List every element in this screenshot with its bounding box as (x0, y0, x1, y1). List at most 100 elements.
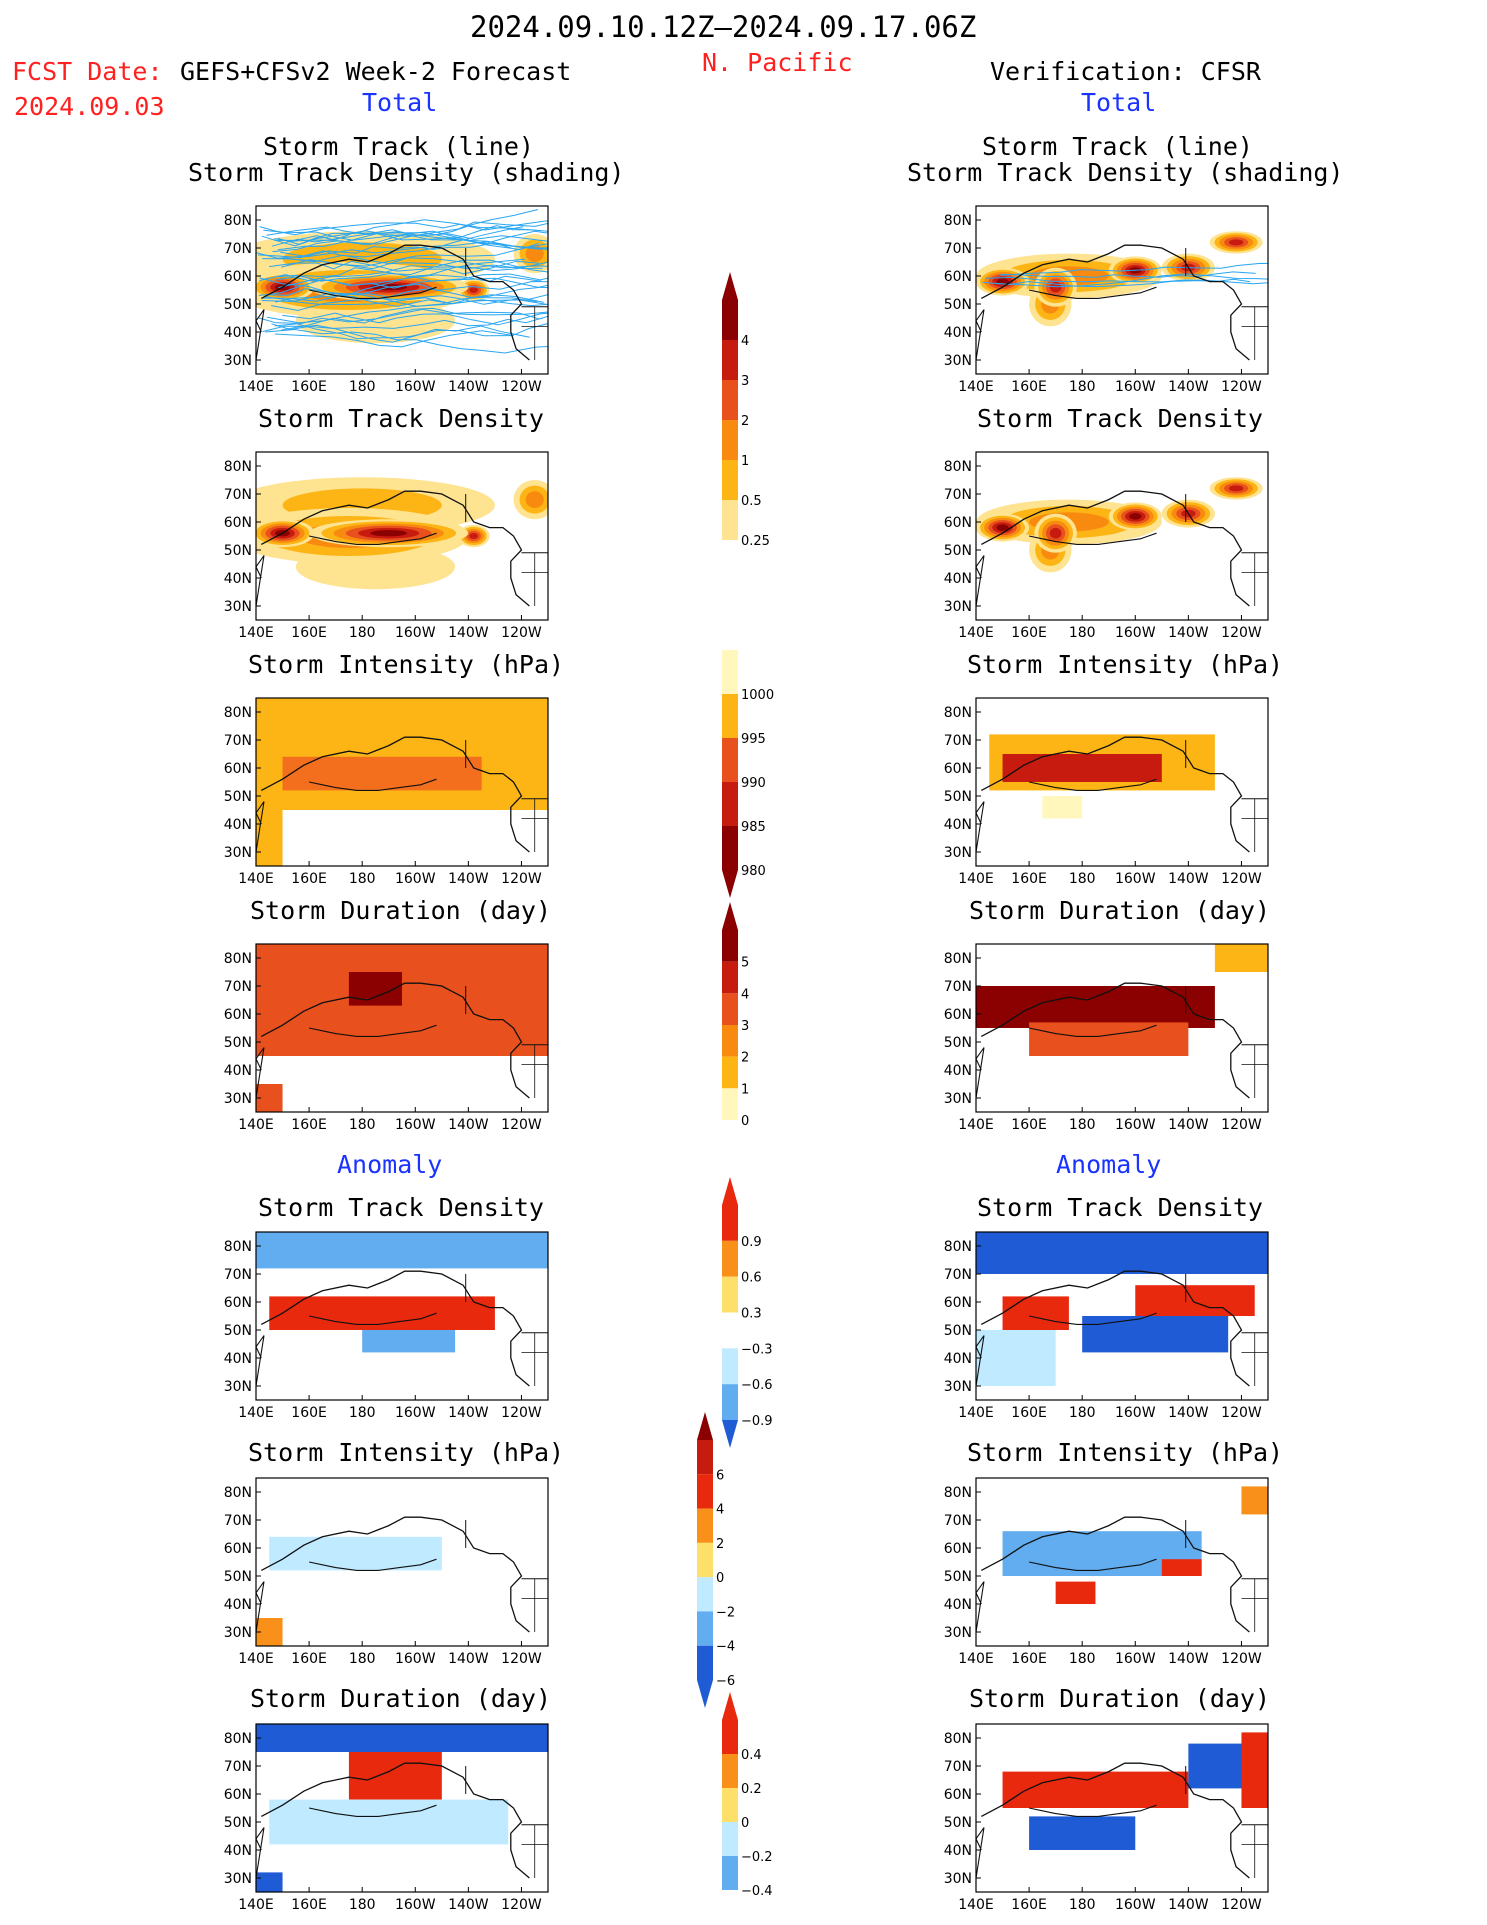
panel-r4-c1: 80N 70N 60N 50N 40N 30N 140E 160E 180 160W 140W 120… (944, 1231, 1269, 1421)
panel-r3-c1-ylabel-50N: 50N (944, 1035, 972, 1051)
colorbar-duration-anom-label-0: 0.4 (741, 1748, 762, 1763)
colorbar-duration-anom-seg-4 (722, 1856, 738, 1890)
panel-r1-c0-aleutians (308, 532, 437, 545)
panel-r0-c0-xlabel-120W: 120W (501, 379, 542, 395)
panel-r4-c1-coastline (980, 1270, 1250, 1387)
panel-r2-c0-cell-1 (282, 756, 482, 791)
panel-r5-c0-xlabel-140W: 140W (448, 1651, 489, 1667)
left-anom-intensity-title: Storm Intensity (hPa) (248, 1438, 565, 1467)
panel-r1-c0-ylabel-80N: 80N (224, 459, 252, 475)
panel-r5-c0-ylabel-70N: 70N (224, 1513, 252, 1529)
panel-r4-c0-xlabel-160E: 160E (291, 1405, 327, 1421)
panel-r2-c1-field (976, 734, 1268, 853)
panel-r4-c1-ylabel-30N: 30N (944, 1379, 972, 1395)
left-intensity-title: Storm Intensity (hPa) (248, 650, 565, 679)
panel-r2-c0-xlabel-140W: 140W (448, 871, 489, 887)
panel-r4-c1-aleutians (1028, 1312, 1157, 1325)
panel-r4-c0-ylabel-40N: 40N (224, 1351, 252, 1367)
panel-r1-c0-xlabel-160E: 160E (291, 625, 327, 641)
panel-r5-c1-ylabel-70N: 70N (944, 1513, 972, 1529)
panel-r4-c1-xlabel-160W: 160W (1115, 1405, 1156, 1421)
colorbar-duration-arrow-top (722, 902, 738, 930)
panel-r3-c0-ylabel-60N: 60N (224, 1007, 252, 1023)
panel-r1-c1-asia-coast (976, 555, 985, 607)
panel-r1-c1-xlabel-140E: 140E (958, 625, 994, 641)
panel-r0-c1-xlabel-160W: 160W (1115, 379, 1156, 395)
panel-r0-c1-asia-coast (976, 309, 985, 361)
colorbar-intensity-anom-seg-3 (697, 1542, 713, 1578)
panel-r1-c1-ylabel-60N: 60N (944, 515, 972, 531)
panel-r3-c0: 80N 70N 60N 50N 40N 30N 140E 160E 180 160W 140W 120… (224, 943, 549, 1133)
panel-r1-c0-xlabel-140W: 140W (448, 625, 489, 641)
colorbar-density-seg-5 (722, 500, 738, 540)
panel-r0-c0-xlabel-180: 180 (349, 379, 376, 395)
colorbar-intensity-anom-arrow-top (697, 1412, 713, 1440)
colorbar-intensity-label-1: 995 (741, 732, 766, 747)
panel-r1-c1-contour-2-4 (1049, 527, 1062, 539)
panel-r0-c0-track-6 (267, 284, 548, 324)
panel-r3-c0-xlabel-160E: 160E (291, 1117, 327, 1133)
colorbar-density-anom-seg-4 (722, 1348, 738, 1385)
panel-r5-c1-ylabel-40N: 40N (944, 1597, 972, 1613)
panel-r6-c1-ylabel-60N: 60N (944, 1787, 972, 1803)
panel-r1-c0-contour-2-2 (525, 491, 544, 508)
panel-r2-c1-xlabel-140E: 140E (958, 871, 994, 887)
colorbar-intensity-seg-4 (722, 826, 738, 870)
panel-r3-c1-xlabel-120W: 120W (1221, 1117, 1262, 1133)
panel-r5-c1-field (976, 1486, 1268, 1633)
panel-r5-c0-ylabel-60N: 60N (224, 1541, 252, 1557)
panel-r0-c1-xlabel-160E: 160E (1011, 379, 1047, 395)
panel-r4-c0-ylabel-30N: 30N (224, 1379, 252, 1395)
panel-r2-c0-ylabel-40N: 40N (224, 817, 252, 833)
panel-r5-c1-ylabel-80N: 80N (944, 1485, 972, 1501)
panel-r4-c1-cell-1 (1002, 1296, 1069, 1330)
panel-r0-c1-xlabel-140W: 140W (1168, 379, 1209, 395)
period-title: 2024.09.10.12Z–2024.09.17.06Z (470, 10, 977, 44)
right-track-title-2: Storm Track Density (shading) (907, 158, 1344, 187)
panel-r6-c1-xlabel-140W: 140W (1168, 1897, 1209, 1913)
panel-r5-c1-xlabel-180: 180 (1069, 1651, 1096, 1667)
panel-r0-c0-track-lines (256, 209, 548, 354)
panel-r1-c1-ylabel-40N: 40N (944, 571, 972, 587)
panel-r0-c1-contour-4-4 (1228, 239, 1244, 246)
colorbar-duration-anom-seg-2 (722, 1788, 738, 1822)
panel-r6-c0-coastline (260, 1762, 530, 1879)
panel-r0-c0-xlabel-140E: 140E (238, 379, 274, 395)
panel-r0-c1-coastline (980, 244, 1250, 361)
panel-r5-c0-field (256, 1516, 548, 1646)
panel-r5-c1-ylabel-50N: 50N (944, 1569, 972, 1585)
panel-r4-c0-ylabel-70N: 70N (224, 1267, 252, 1283)
panel-r1-c1-field (976, 477, 1268, 607)
panel-r3-c1-xlabel-140E: 140E (958, 1117, 994, 1133)
colorbar-intensity-anom-label-6: −6 (716, 1674, 735, 1689)
panel-r4-c0-ylabel-60N: 60N (224, 1295, 252, 1311)
panel-r0-c1-xlabel-120W: 120W (1221, 379, 1262, 395)
panel-r2-c0-xlabel-160W: 160W (395, 871, 436, 887)
colorbar-duration-anom-label-4: −0.4 (741, 1884, 773, 1899)
panel-r6-c0-field (256, 1724, 548, 1892)
right-density-title: Storm Track Density (977, 404, 1263, 433)
panel-r6-c0-ylabel-40N: 40N (224, 1843, 252, 1859)
colorbar-duration-label-3: 2 (741, 1051, 749, 1066)
panel-r0-c0-track-1 (275, 294, 544, 307)
panel-r0-c1-ylabel-40N: 40N (944, 325, 972, 341)
panel-r2-c0-xlabel-160E: 160E (291, 871, 327, 887)
left-total-label: Total (362, 88, 438, 117)
colorbar-density-anom-seg-1 (722, 1240, 738, 1277)
panel-r0-c1-xlabel-180: 180 (1069, 379, 1096, 395)
panel-r2-c0-ylabel-80N: 80N (224, 705, 252, 721)
left-anomaly-label: Anomaly (337, 1150, 443, 1179)
panel-r5-c0-ylabel-80N: 80N (224, 1485, 252, 1501)
colorbar-density-label-1: 3 (741, 374, 749, 389)
panel-r0-c0-track-23 (269, 260, 540, 275)
panel-r0-c0-track-20 (266, 226, 548, 242)
colorbar-intensity-seg-1 (722, 694, 738, 738)
panel-r6-c1-cell-3 (1241, 1732, 1268, 1808)
panel-r5-c1-xlabel-140E: 140E (958, 1651, 994, 1667)
panel-r6-c0-xlabel-140W: 140W (448, 1897, 489, 1913)
panel-r0-c1-frame (975, 205, 1269, 375)
panel-r1-c0-ylabel-50N: 50N (224, 543, 252, 559)
panel-r0-c0-ylabel-30N: 30N (224, 353, 252, 369)
colorbar-intensity-anom-label-4: −2 (716, 1605, 735, 1620)
panel-r6-c1-xlabel-160E: 160E (1011, 1897, 1047, 1913)
